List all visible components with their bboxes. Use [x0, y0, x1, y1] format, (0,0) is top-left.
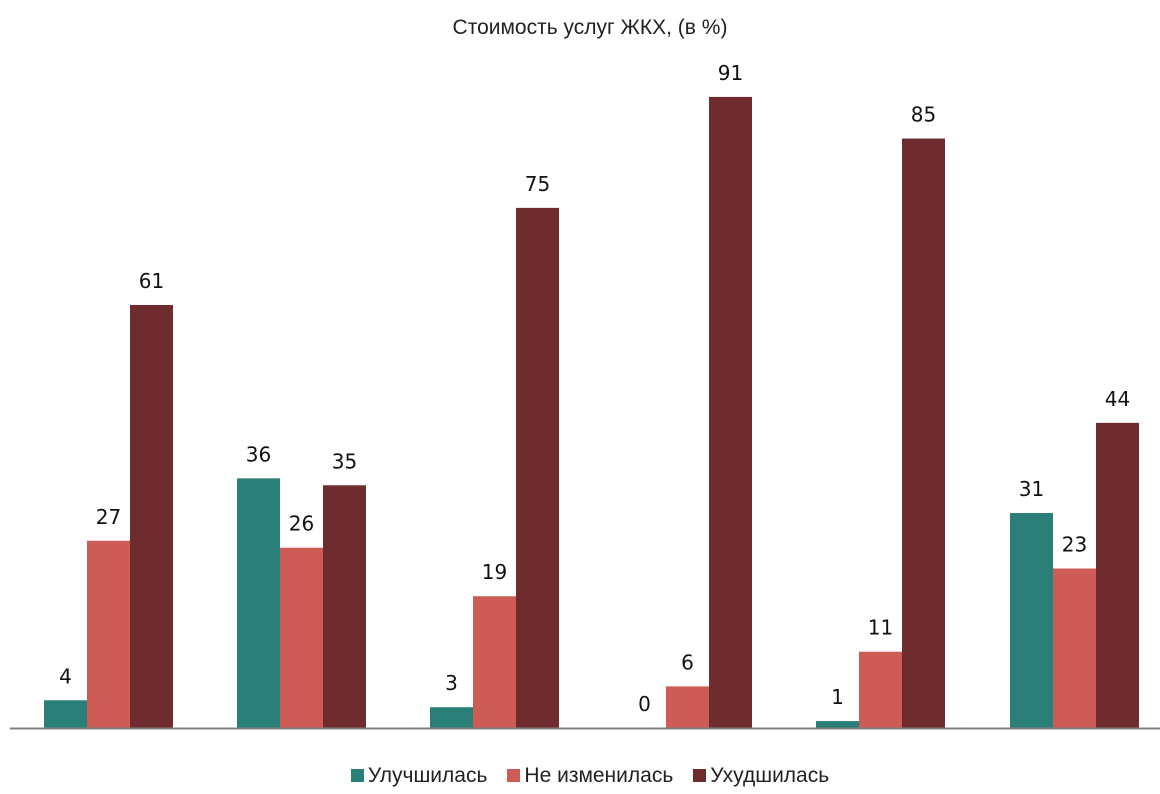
bar-2-5	[859, 651, 902, 728]
data-label-1-3: 3	[445, 671, 458, 695]
bar-1-6	[1010, 513, 1053, 728]
bar-3-6	[1096, 422, 1139, 728]
legend-item-2: Не изменилась	[507, 764, 673, 788]
bar-1-3	[430, 707, 473, 728]
data-label-3-1: 61	[139, 269, 164, 293]
data-label-3-2: 35	[332, 449, 357, 473]
bar-1-2	[237, 478, 280, 728]
bar-2-4	[666, 686, 709, 728]
bar-2-2	[280, 547, 323, 728]
legend-swatch-1	[350, 769, 364, 782]
bar-3-4	[709, 96, 752, 729]
chart-title: Стоимость услуг ЖКХ, (в %)	[452, 16, 728, 39]
data-label-2-4: 6	[681, 650, 694, 674]
legend-swatch-3	[693, 769, 707, 782]
bar-2-1	[87, 540, 130, 728]
legend-label-1: Улучшилась	[367, 764, 488, 787]
data-label-1-5: 1	[831, 685, 844, 709]
legend: Улучшилась Не изменилась Ухудшилась	[0, 764, 1160, 788]
data-label-3-6: 44	[1105, 387, 1130, 411]
data-label-2-5: 11	[868, 616, 893, 640]
bar-1-5	[816, 721, 859, 728]
data-label-2-1: 27	[96, 505, 121, 529]
legend-item-1: Улучшилась	[350, 764, 488, 788]
data-label-1-4: 0	[638, 692, 651, 716]
bar-3-1	[130, 304, 173, 728]
bar-3-3	[516, 207, 559, 728]
bar-3-5	[902, 138, 945, 728]
legend-label-2: Не изменилась	[524, 764, 674, 787]
bar-2-6	[1053, 568, 1096, 728]
data-label-3-3: 75	[525, 172, 550, 196]
legend-swatch-2	[507, 769, 521, 782]
data-label-1-2: 36	[246, 442, 271, 466]
data-label-2-2: 26	[289, 512, 314, 536]
bar-2-3	[473, 596, 516, 728]
data-label-3-5: 85	[911, 103, 936, 127]
bar-3-2	[323, 485, 366, 728]
data-label-3-4: 91	[718, 61, 743, 85]
legend-label-3: Ухудшилась	[710, 764, 830, 787]
data-label-1-6: 31	[1019, 477, 1044, 501]
legend-item-3: Ухудшилась	[693, 764, 829, 788]
data-label-2-3: 19	[482, 560, 507, 584]
chart-plot: 4 36 3 0 1 31 27 26 19 6 11 23 61 35 75 91 85 44	[10, 61, 1160, 730]
bar-1-1	[44, 700, 87, 728]
data-label-2-6: 23	[1062, 532, 1087, 556]
data-label-1-1: 4	[59, 664, 72, 688]
